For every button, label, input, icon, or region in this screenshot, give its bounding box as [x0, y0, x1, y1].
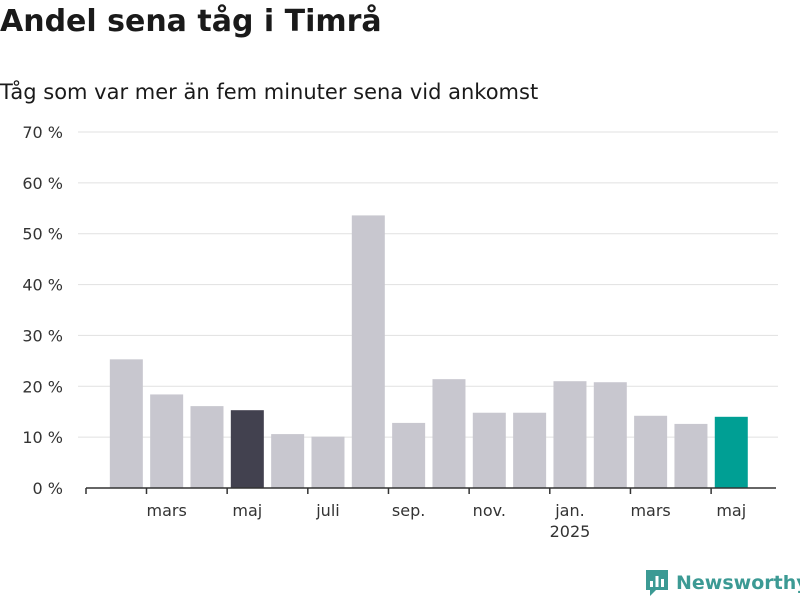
bar — [432, 379, 466, 488]
bar — [150, 394, 184, 488]
bar — [271, 434, 305, 488]
bar — [392, 422, 426, 488]
y-tick-label: 30 % — [22, 326, 63, 345]
bar — [634, 415, 668, 488]
bar — [593, 382, 627, 488]
newsworthy-logo-icon — [646, 570, 668, 596]
bar — [513, 412, 547, 488]
x-tick-label: juli — [315, 501, 339, 520]
x-tick-label: mars — [630, 501, 670, 520]
x-tick-label: nov. — [473, 501, 506, 520]
y-axis-labels: 0 % 10 % 20 % 30 % 40 % 50 % 60 % 70 % — [22, 123, 63, 498]
x-tick-label: mars — [147, 501, 187, 520]
bar — [714, 416, 748, 488]
chart-subtitle: Tåg som var mer än fem minuter sena vid … — [0, 80, 539, 104]
bar — [311, 436, 345, 488]
x-tick-label: sep. — [392, 501, 425, 520]
bar-chart: 0 % 10 % 20 % 30 % 40 % 50 % 60 % 70 % mars maj j… — [22, 123, 778, 541]
y-tick-label: 20 % — [22, 377, 63, 396]
x-tick-label: maj — [232, 501, 262, 520]
bar — [553, 381, 587, 488]
y-tick-label: 50 % — [22, 225, 63, 244]
x-tick-label: maj — [716, 501, 746, 520]
x-tick-sublabel: 2025 — [550, 522, 591, 541]
y-tick-label: 10 % — [22, 428, 63, 447]
bars — [109, 215, 748, 489]
brand-name: Newsworthy — [676, 572, 800, 594]
x-tick-label: jan. — [554, 501, 584, 520]
bar — [230, 410, 264, 488]
bar — [472, 412, 506, 488]
y-tick-label: 60 % — [22, 174, 63, 193]
gridlines — [78, 131, 778, 438]
bar — [109, 359, 143, 488]
y-tick-label: 0 % — [33, 479, 63, 498]
brand-footer: Newsworthy — [644, 568, 800, 598]
bar — [351, 215, 385, 489]
y-tick-label: 70 % — [22, 123, 63, 142]
bar — [190, 406, 224, 488]
chart-title: Andel sena tåg i Timrå — [0, 4, 382, 39]
bar — [674, 423, 708, 488]
y-tick-label: 40 % — [22, 276, 63, 295]
x-axis: mars maj juli sep. nov. jan. 2025 mars maj — [85, 487, 776, 541]
